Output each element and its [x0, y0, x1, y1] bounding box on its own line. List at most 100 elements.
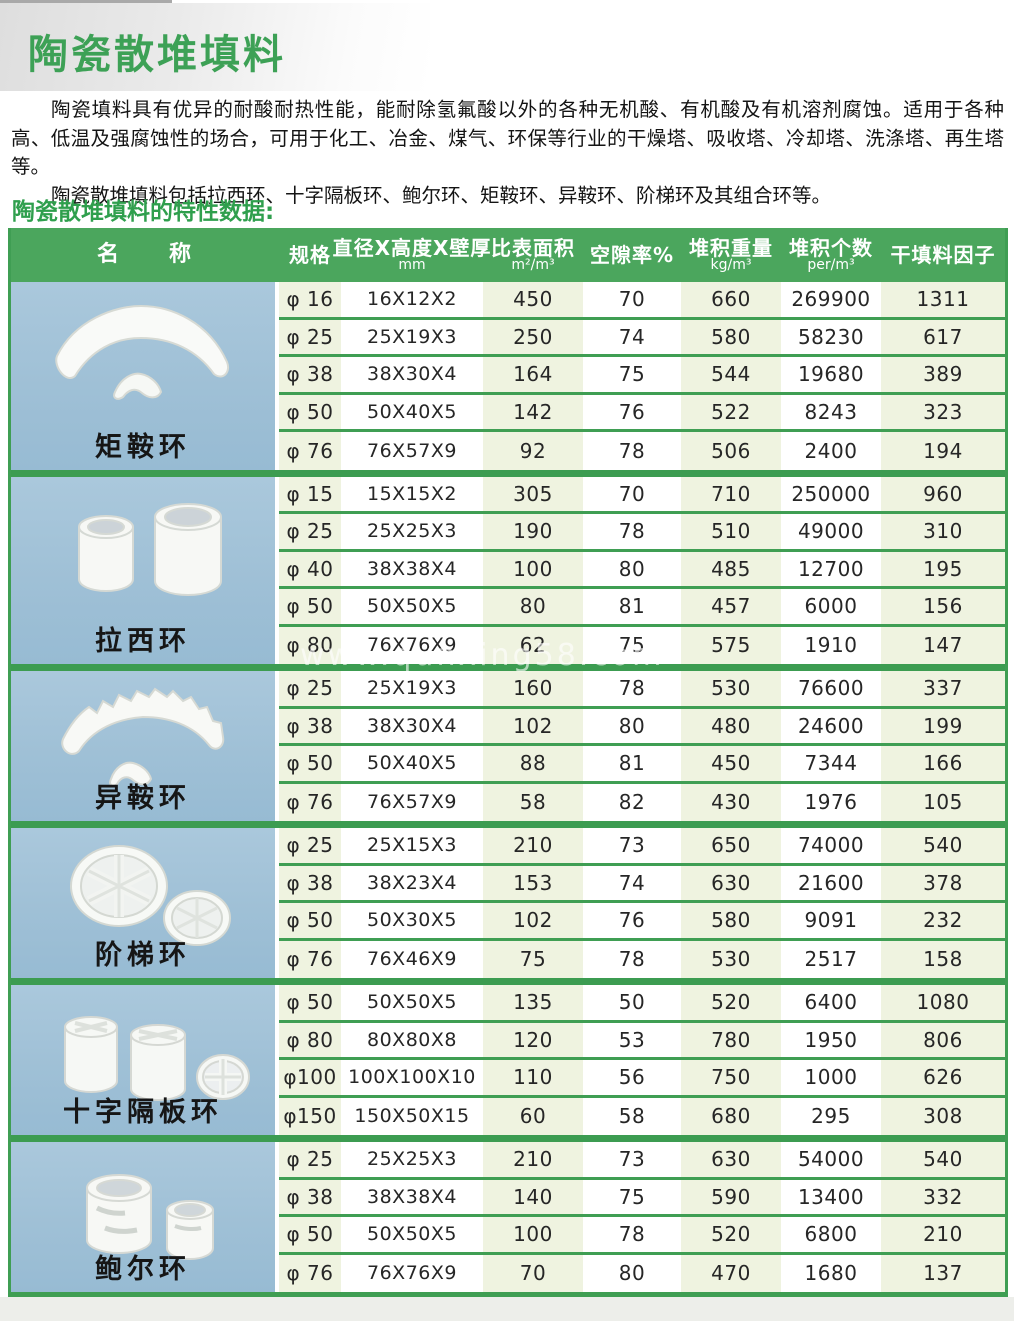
dry-factor-cell: 156 — [881, 589, 1005, 624]
dry-factor-cell: 310 — [881, 514, 1005, 549]
count-cell: 6400 — [781, 985, 881, 1020]
bulk-weight-cell: 520 — [681, 1217, 781, 1252]
characteristics-table: 名 称规格 直径X高度X壁厚 mm 比表面积 m²/m³ 空隙率% 堆积重量 kg/m³ 堆积个… — [8, 228, 1008, 1297]
dims-cell: 76X76X9 — [341, 626, 483, 664]
table-row: φ 25 25X19X3 250 74 580 58230 617 — [279, 319, 1005, 357]
surface-area-cell: 60 — [483, 1097, 583, 1135]
dims-cell: 38X38X4 — [341, 1179, 483, 1214]
bulk-weight-cell: 630 — [681, 1142, 781, 1177]
dims-cell: 50X30X5 — [341, 903, 483, 938]
dry-factor-cell: 960 — [881, 476, 1005, 511]
count-cell: 1680 — [781, 1254, 881, 1292]
surface-area-cell: 102 — [483, 708, 583, 743]
table-row: φ 76 76X76X9 70 80 470 1680 137 — [279, 1254, 1005, 1292]
count-cell: 1910 — [781, 626, 881, 664]
spec-cell: φ100 — [279, 1060, 341, 1095]
spec-cell: φ 76 — [279, 432, 341, 470]
void-rate-cell: 74 — [583, 865, 681, 900]
table-row: φ 38 38X30X4 164 75 544 19680 389 — [279, 357, 1005, 395]
count-cell: 9091 — [781, 903, 881, 938]
dims-cell: 76X57X9 — [341, 783, 483, 821]
dry-factor-cell: 147 — [881, 626, 1005, 664]
table-row: φ 25 25X19X3 160 78 530 76600 337 — [279, 671, 1005, 709]
dims-cell: 80X80X8 — [341, 1022, 483, 1057]
group-rows: φ 16 16X12X2 450 70 660 269900 1311 φ 25 25X19X3… — [279, 282, 1005, 470]
bulk-weight-cell: 520 — [681, 985, 781, 1020]
void-rate-cell: 78 — [583, 671, 681, 706]
surface-area-cell: 153 — [483, 865, 583, 900]
dry-factor-cell: 1311 — [881, 282, 1005, 317]
spec-cell: φ 50 — [279, 746, 341, 781]
void-rate-cell: 78 — [583, 514, 681, 549]
group-rows: φ 15 15X15X2 305 70 710 250000 960 φ 25 25X25X3 1… — [279, 476, 1005, 664]
bulk-weight-cell: 580 — [681, 903, 781, 938]
header-col-name: 名 称 — [11, 228, 279, 282]
table-row: φ 50 50X50X5 80 81 457 6000 156 — [279, 589, 1005, 627]
table-row: φ100 100X100X10 110 56 750 1000 626 — [279, 1060, 1005, 1098]
table-row: φ 25 25X25X3 210 73 630 54000 540 — [279, 1142, 1005, 1180]
surface-area-cell: 70 — [483, 1254, 583, 1292]
count-cell: 2400 — [781, 432, 881, 470]
bulk-weight-cell: 590 — [681, 1179, 781, 1214]
void-rate-cell: 78 — [583, 940, 681, 978]
table-row: φ 38 38X38X4 140 75 590 13400 332 — [279, 1179, 1005, 1217]
group-rows: φ 25 25X19X3 160 78 530 76600 337 φ 38 38X30X4 10… — [279, 671, 1005, 821]
dry-factor-cell: 210 — [881, 1217, 1005, 1252]
intro-paragraph-2: 陶瓷散堆填料包括拉西环、十字隔板环、鲍尔环、矩鞍环、异鞍环、阶梯环及其组合环等。 — [51, 183, 832, 207]
cascade-rings-image — [27, 834, 259, 964]
product-photo-cell: 阶梯环 — [11, 828, 275, 978]
table-row: φ 80 76X76X9 62 75 575 1910 147 — [279, 626, 1005, 664]
group-separator — [11, 978, 1005, 985]
group-rows: φ 50 50X50X5 135 50 520 6400 1080 φ 80 80X80X8 12… — [279, 985, 1005, 1135]
surface-area-cell: 120 — [483, 1022, 583, 1057]
bulk-weight-cell: 485 — [681, 551, 781, 586]
table-row: φ 76 76X46X9 75 78 530 2517 158 — [279, 940, 1005, 978]
dry-factor-cell: 194 — [881, 432, 1005, 470]
dry-factor-cell: 137 — [881, 1254, 1005, 1292]
dims-cell: 25X25X3 — [341, 1142, 483, 1177]
intalox-saddles-image — [27, 677, 259, 807]
packing-group: 阶梯环 φ 25 25X15X3 210 73 650 74000 540 φ 38 38X23X… — [11, 828, 1005, 978]
group-rows: φ 25 25X25X3 210 73 630 54000 540 φ 38 38X38X4 14… — [279, 1142, 1005, 1292]
surface-area-cell: 210 — [483, 828, 583, 863]
bulk-weight-cell: 522 — [681, 394, 781, 429]
count-cell: 12700 — [781, 551, 881, 586]
header-label: 堆积重量 — [689, 236, 773, 260]
header-label: 空隙率% — [589, 243, 675, 267]
dims-cell: 50X50X5 — [341, 589, 483, 624]
void-rate-cell: 74 — [583, 319, 681, 354]
table-header: 名 称规格 直径X高度X壁厚 mm 比表面积 m²/m³ 空隙率% 堆积重量 kg/m³ 堆积个… — [11, 228, 1005, 282]
spec-cell: φ 76 — [279, 1254, 341, 1292]
surface-area-cell: 250 — [483, 319, 583, 354]
count-cell: 24600 — [781, 708, 881, 743]
bulk-weight-cell: 510 — [681, 514, 781, 549]
surface-area-cell: 88 — [483, 746, 583, 781]
bulk-weight-cell: 450 — [681, 746, 781, 781]
bulk-weight-cell: 506 — [681, 432, 781, 470]
void-rate-cell: 70 — [583, 476, 681, 511]
table-row: φ 16 16X12X2 450 70 660 269900 1311 — [279, 282, 1005, 320]
count-cell: 6800 — [781, 1217, 881, 1252]
bulk-weight-cell: 680 — [681, 1097, 781, 1135]
product-name-label: 矩鞍环 — [95, 431, 191, 463]
void-rate-cell: 81 — [583, 746, 681, 781]
product-photo-cell: 异鞍环 — [11, 671, 275, 821]
count-cell: 76600 — [781, 671, 881, 706]
header-col-dry-factor: 干填料因子 — [881, 228, 1005, 282]
table-row: φ 25 25X25X3 190 78 510 49000 310 — [279, 514, 1005, 552]
dims-cell: 76X46X9 — [341, 940, 483, 978]
table-row: φ 76 76X57X9 58 82 430 1976 105 — [279, 783, 1005, 821]
bulk-weight-cell: 580 — [681, 319, 781, 354]
spec-cell: φ 38 — [279, 708, 341, 743]
dims-cell: 38X30X4 — [341, 357, 483, 392]
count-cell: 54000 — [781, 1142, 881, 1177]
dims-cell: 38X23X4 — [341, 865, 483, 900]
dry-factor-cell: 1080 — [881, 985, 1005, 1020]
dims-cell: 38X38X4 — [341, 551, 483, 586]
intro-paragraph-1: 陶瓷填料具有优异的耐酸耐热性能，能耐除氢氟酸以外的各种无机酸、有机酸及有机溶剂腐… — [11, 98, 1004, 178]
void-rate-cell: 82 — [583, 783, 681, 821]
table-row: φ150 150X50X15 60 58 680 295 308 — [279, 1097, 1005, 1135]
surface-area-cell: 210 — [483, 1142, 583, 1177]
dims-cell: 50X40X5 — [341, 746, 483, 781]
count-cell: 58230 — [781, 319, 881, 354]
